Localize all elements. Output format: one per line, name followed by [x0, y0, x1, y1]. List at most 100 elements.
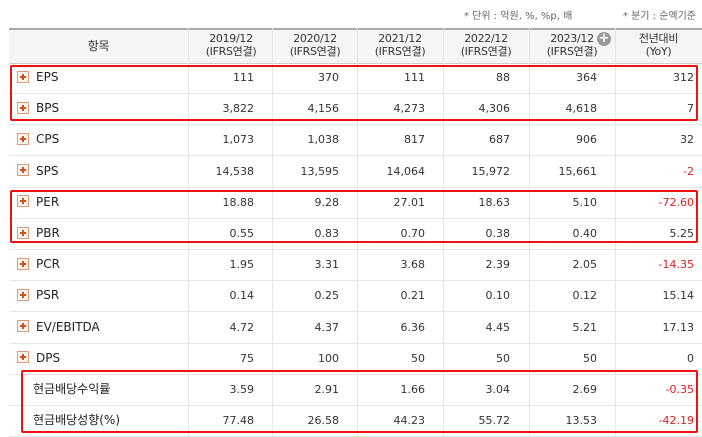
cell-value: 13.53: [565, 414, 598, 428]
row-label[interactable]: PSR: [17, 280, 59, 311]
column-header-period: 2023/12 (IFRS연결): [529, 32, 615, 62]
row-label-text: PBR: [36, 226, 60, 240]
row-label[interactable]: CPS: [17, 124, 59, 155]
column-header-period: 2022/12 (IFRS연결): [443, 32, 529, 62]
cell-value: 14,538: [215, 164, 255, 178]
row-label-text: EPS: [36, 70, 59, 84]
cell-value: 18.88: [222, 195, 255, 209]
row-label-text: PSR: [36, 288, 60, 303]
column-header-period: 2021/12 (IFRS연결): [357, 32, 443, 62]
cell-value: 88: [496, 71, 510, 84]
period-basis: (IFRS연결): [546, 45, 598, 58]
cell-value: 0.21: [400, 289, 426, 303]
highlight-dividend: [21, 370, 698, 433]
expand-plus-icon[interactable]: [17, 351, 29, 364]
cell-value: 4,156: [307, 102, 340, 116]
period-basis: (IFRS연결): [205, 45, 257, 58]
row-label[interactable]: PBR: [17, 218, 60, 249]
cell-value: 5.10: [572, 195, 598, 209]
period-year: 2019/12: [209, 32, 253, 45]
cell-value: 906: [576, 133, 597, 147]
cell-value: 18.63: [478, 195, 511, 209]
expand-plus-icon[interactable]: [17, 164, 29, 177]
expand-plus-icon[interactable]: [17, 257, 29, 270]
cell-value: 44.23: [393, 414, 426, 428]
cell-yoy: -0.35: [665, 383, 694, 396]
table-row: CPS 1,073 1,038 817 687 906 32: [9, 124, 702, 157]
units-note-bar: * 단위 : 억원, %, %p, 배 * 분기 : 순액기준: [400, 7, 696, 23]
expand-plus-icon[interactable]: [17, 320, 29, 333]
cell-value: 0.38: [485, 227, 511, 240]
cell-yoy: -2: [683, 164, 694, 178]
highlight-eps-bps: [10, 65, 698, 121]
cell-yoy: 0: [687, 351, 694, 365]
period-basis: (IFRS연결): [460, 45, 512, 58]
cell-yoy: 5.25: [669, 227, 695, 240]
expand-plus-icon[interactable]: [17, 101, 29, 114]
row-label[interactable]: EV/EBITDA: [17, 312, 100, 343]
row-label: 현금배당수익률: [33, 374, 110, 405]
expand-plus-icon[interactable]: [17, 70, 29, 83]
cell-yoy: 15.14: [662, 289, 695, 303]
units-note: * 단위 : 억원, %, %p, 배: [464, 11, 573, 22]
expand-plus-icon[interactable]: [17, 226, 29, 239]
cell-value: 13,595: [300, 164, 340, 178]
cell-value: 75: [240, 351, 254, 365]
expand-plus-icon[interactable]: [17, 288, 29, 301]
table-row: BPS 3,822 4,156 4,273 4,306 4,618 7: [9, 93, 702, 126]
column-divider: [443, 28, 444, 437]
cell-yoy: -14.35: [658, 258, 694, 272]
row-label-text: PER: [36, 194, 60, 209]
cell-value: 0.12: [572, 289, 598, 303]
row-label[interactable]: DPS: [17, 343, 60, 374]
column-header-period: 2019/12 (IFRS연결): [188, 32, 274, 62]
cell-value: 50: [583, 351, 597, 365]
cell-value: 1,038: [307, 133, 340, 147]
cell-value: 4,618: [565, 102, 598, 116]
period-basis: (IFRS연결): [289, 45, 341, 58]
cell-value: 4,273: [393, 102, 426, 116]
period-year: 2022/12: [464, 32, 508, 45]
column-divider: [188, 28, 189, 437]
column-divider: [272, 28, 273, 437]
period-basis: (IFRS연결): [374, 45, 426, 58]
row-label-text: CPS: [36, 132, 60, 147]
cell-yoy: 32: [680, 133, 694, 147]
cell-value: 1.95: [229, 258, 255, 272]
highlight-per-pbr: [10, 190, 698, 243]
cell-value: 14,064: [386, 164, 426, 178]
expand-plus-icon[interactable]: [17, 132, 29, 145]
cell-value: 1,073: [222, 133, 255, 147]
row-label[interactable]: SPS: [17, 156, 58, 187]
cell-value: 370: [318, 71, 339, 84]
cell-value: 50: [496, 351, 510, 365]
cell-value: 3.68: [400, 258, 426, 272]
cell-value: 15,972: [471, 164, 511, 178]
row-label[interactable]: EPS: [17, 62, 58, 93]
table-row: DPS 75 100 50 50 50 0: [9, 343, 702, 375]
row-label[interactable]: PCR: [17, 249, 60, 280]
cell-yoy: 7: [687, 102, 694, 116]
yoy-header-line2: (YoY): [645, 45, 672, 58]
cell-yoy: 312: [673, 71, 694, 84]
row-label[interactable]: BPS: [17, 93, 59, 124]
cell-value: 817: [404, 133, 425, 147]
row-label[interactable]: PER: [17, 187, 59, 218]
cell-value: 27.01: [393, 195, 426, 209]
cell-value: 364: [576, 71, 597, 84]
expand-plus-icon[interactable]: [17, 195, 29, 208]
cell-yoy: -42.19: [658, 414, 694, 428]
cell-value: 4.72: [229, 320, 255, 334]
cell-value: 26.58: [307, 414, 340, 428]
cell-value: 3.04: [485, 383, 511, 396]
period-year: 2023/12: [550, 32, 594, 45]
period-year: 2021/12: [378, 32, 422, 45]
column-header-item: 항목: [87, 39, 110, 53]
cell-value: 111: [233, 71, 254, 84]
table-row: 현금배당성향(%) 77.48 26.58 44.23 55.72 13.53 -42.19: [9, 405, 702, 437]
table-row: PBR 0.55 0.83 0.70 0.38 0.40 5.25: [9, 218, 702, 250]
expand-columns-icon[interactable]: +: [597, 31, 611, 46]
cell-value: 0.14: [229, 289, 255, 303]
table-row: 현금배당수익률 3.59 2.91 1.66 3.04 2.69 -0.35: [9, 374, 702, 406]
cell-yoy: 17.13: [662, 320, 695, 334]
